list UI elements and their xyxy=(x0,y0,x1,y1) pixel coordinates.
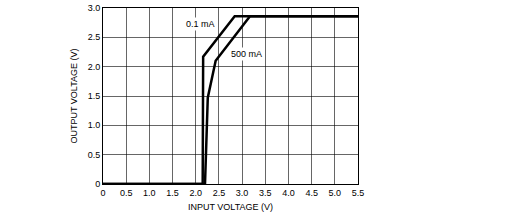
svg-text:3.0: 3.0 xyxy=(236,188,249,198)
svg-text:0: 0 xyxy=(95,179,100,189)
svg-text:4.5: 4.5 xyxy=(305,188,318,198)
svg-text:2.0: 2.0 xyxy=(88,62,101,72)
svg-text:1.0: 1.0 xyxy=(143,188,156,198)
svg-text:5.0: 5.0 xyxy=(329,188,342,198)
svg-text:0.5: 0.5 xyxy=(120,188,133,198)
svg-text:OUTPUT VOLTAGE (V): OUTPUT VOLTAGE (V) xyxy=(69,48,79,143)
svg-text:500 mA: 500 mA xyxy=(231,49,262,59)
svg-text:2.0: 2.0 xyxy=(189,188,202,198)
svg-text:INPUT VOLTAGE (V): INPUT VOLTAGE (V) xyxy=(188,202,273,212)
svg-text:2.5: 2.5 xyxy=(213,188,226,198)
svg-text:3.0: 3.0 xyxy=(88,3,101,13)
svg-text:1.0: 1.0 xyxy=(88,120,101,130)
svg-text:2.5: 2.5 xyxy=(88,32,101,42)
svg-text:0: 0 xyxy=(100,188,105,198)
svg-text:4.0: 4.0 xyxy=(282,188,295,198)
svg-text:3.5: 3.5 xyxy=(259,188,272,198)
svg-text:1.5: 1.5 xyxy=(166,188,179,198)
svg-text:0.1 mA: 0.1 mA xyxy=(186,19,215,29)
svg-text:1.5: 1.5 xyxy=(88,91,101,101)
svg-text:5.5: 5.5 xyxy=(352,188,365,198)
svg-text:0.5: 0.5 xyxy=(88,150,101,160)
